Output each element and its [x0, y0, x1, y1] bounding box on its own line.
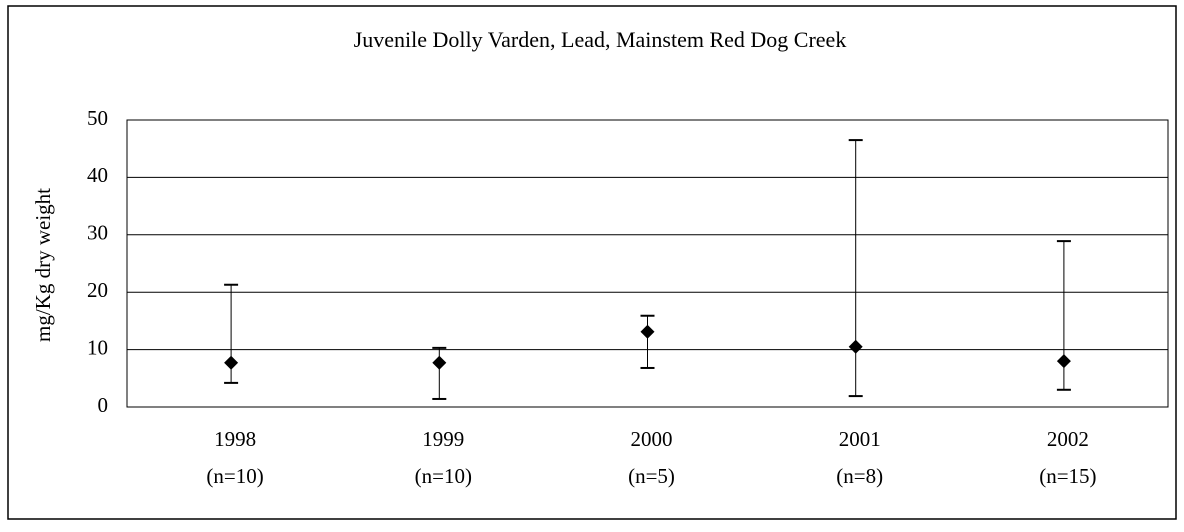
sample-size-label: (n=8): [836, 464, 883, 488]
y-tick-label: 30: [87, 221, 108, 245]
chart-border: [7, 5, 1177, 520]
marker: [432, 355, 447, 370]
marker: [1056, 354, 1071, 369]
x-tick-label: 2001: [839, 427, 881, 451]
sample-size-label: (n=10): [206, 464, 263, 488]
sample-size-label: (n=10): [415, 464, 472, 488]
marker: [224, 355, 239, 370]
x-tick-label: 1998: [214, 427, 256, 451]
sample-size-label: (n=5): [628, 464, 675, 488]
y-tick-label: 20: [87, 278, 108, 302]
y-tick-label: 50: [87, 106, 108, 130]
marker: [640, 324, 655, 339]
x-tick-label: 2002: [1047, 427, 1089, 451]
marker: [848, 339, 863, 354]
sample-size-label: (n=15): [1039, 464, 1096, 488]
x-tick-label: 1999: [422, 427, 464, 451]
y-tick-label: 10: [87, 335, 108, 359]
chart-title: Juvenile Dolly Varden, Lead, Mainstem Re…: [354, 27, 847, 52]
y-tick-label: 0: [98, 393, 109, 417]
x-tick-label: 2000: [631, 427, 673, 451]
y-tick-label: 40: [87, 163, 108, 187]
y-axis-label: mg/Kg dry weight: [31, 188, 55, 342]
